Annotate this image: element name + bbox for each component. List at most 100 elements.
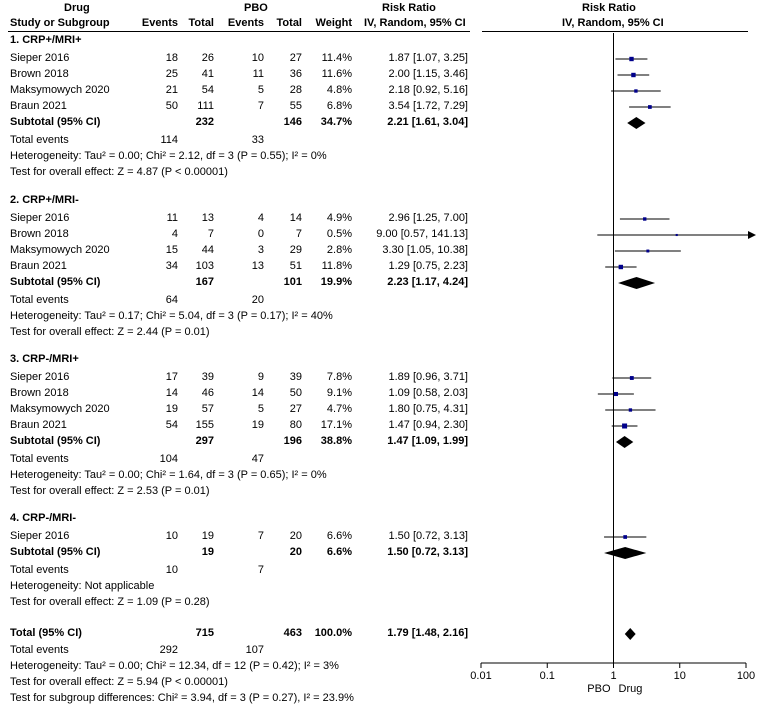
weight-cell: 2.8%	[326, 244, 352, 256]
pbo-events-cell: 4	[257, 212, 264, 224]
risk-ratio-cell: 1.09 [0.58, 2.03]	[388, 387, 468, 399]
drug-header: Drug	[64, 2, 90, 14]
subtotal-pbo-total: 101	[283, 276, 302, 288]
effect-marker	[622, 423, 628, 429]
risk-ratio-header: Risk Ratio	[382, 2, 436, 14]
pbo-total-cell: 20	[289, 530, 302, 542]
risk-ratio-cell: 1.47 [0.94, 2.30]	[388, 419, 468, 431]
effect-marker	[628, 408, 633, 412]
plot-subtitle: IV, Random, 95% CI	[562, 17, 664, 29]
drug-events-cell: 14	[165, 387, 178, 399]
pbo-events-cell: 3	[257, 244, 264, 256]
drug-events-header: Events	[141, 17, 178, 29]
plot-title: Risk Ratio	[582, 2, 636, 14]
pbo-total-header: Total	[276, 17, 302, 29]
overall-effect-text: Test for overall effect: Z = 2.53 (P = 0…	[10, 485, 210, 497]
subtotal-risk-ratio: 2.21 [1.61, 3.04]	[387, 116, 468, 128]
ci-arrow	[748, 231, 756, 239]
pbo-events-cell: 0	[257, 228, 264, 240]
drug-events-cell: 50	[165, 100, 178, 112]
risk-ratio-cell: 2.96 [1.25, 7.00]	[388, 212, 468, 224]
drug-total-cell: 19	[201, 530, 214, 542]
effect-marker	[634, 89, 638, 93]
pbo-total-cell: 14	[289, 212, 302, 224]
effect-marker	[646, 249, 650, 253]
risk-ratio-cell: 9.00 [0.57, 141.13]	[376, 228, 468, 240]
subtotal-drug-total: 167	[195, 276, 214, 288]
subtotal-diamond	[627, 117, 646, 129]
subtotal-weight: 34.7%	[320, 116, 352, 128]
x-tick-label: 0.1	[540, 670, 555, 682]
effect-marker	[643, 217, 647, 221]
drug-events-cell: 17	[165, 371, 178, 383]
weight-cell: 11.8%	[321, 260, 352, 272]
pbo-events-header: Events	[227, 17, 264, 29]
weight-cell: 11.6%	[321, 68, 352, 80]
subgroup-title: 4. CRP-/MRI-	[10, 512, 76, 524]
subtotal-pbo-total: 20	[289, 546, 302, 558]
risk-ratio-cell: 1.89 [0.96, 3.71]	[388, 371, 468, 383]
risk-ratio-cell: 1.29 [0.75, 2.23]	[388, 260, 468, 272]
subtotal-diamond	[618, 277, 656, 289]
x-label-right: Drug	[619, 683, 643, 695]
x-tick-label: 100	[737, 670, 755, 682]
drug-total-cell: 26	[201, 52, 214, 64]
heterogeneity-text: Heterogeneity: Tau² = 0.17; Chi² = 5.04,…	[10, 310, 333, 322]
drug-total-header: Total	[188, 17, 214, 29]
pbo-events-cell: 7	[257, 100, 264, 112]
drug-total-cell: 41	[201, 68, 214, 80]
x-tick-label: 10	[674, 670, 686, 682]
x-label-left: PBO	[587, 683, 611, 695]
drug-events-cell: 25	[165, 68, 178, 80]
drug-total-cell: 44	[201, 244, 214, 256]
subgroup-title: 1. CRP+/MRI+	[10, 34, 82, 46]
risk-ratio-cell: 1.87 [1.07, 3.25]	[388, 52, 468, 64]
total-events-label: Total events	[10, 453, 69, 465]
drug-total-cell: 46	[201, 387, 214, 399]
pbo-events-cell: 9	[257, 371, 264, 383]
subtotal-pbo-total: 146	[283, 116, 302, 128]
effect-marker	[623, 535, 628, 539]
subtotal-weight: 19.9%	[320, 276, 352, 288]
weight-cell: 4.7%	[326, 403, 352, 415]
risk-ratio-cell: 2.18 [0.92, 5.16]	[388, 84, 468, 96]
weight-cell: 6.6%	[326, 530, 352, 542]
study-name: Maksymowych 2020	[10, 244, 110, 256]
total-events-drug: 10	[165, 564, 178, 576]
drug-total-cell: 7	[207, 228, 214, 240]
overall-effect-text: Test for overall effect: Z = 4.87 (P < 0…	[10, 166, 228, 178]
weight-header: Weight	[315, 17, 352, 29]
weight-cell: 11.4%	[321, 52, 352, 64]
drug-events-cell: 11	[166, 212, 178, 224]
pbo-total-cell: 27	[289, 52, 302, 64]
effect-marker	[613, 391, 619, 397]
pbo-events-cell: 13	[251, 260, 264, 272]
total-events-pbo: 47	[251, 453, 264, 465]
heterogeneity-text: Heterogeneity: Not applicable	[10, 580, 155, 592]
pbo-header: PBO	[244, 2, 268, 14]
effect-marker	[648, 105, 652, 109]
pbo-total-cell: 7	[295, 228, 302, 240]
drug-events-cell: 4	[171, 228, 178, 240]
total-heterogeneity-text: Heterogeneity: Tau² = 0.00; Chi² = 12.34…	[10, 660, 339, 672]
weight-cell: 4.8%	[326, 84, 352, 96]
subtotal-weight: 38.8%	[320, 435, 352, 447]
total-risk-ratio: 1.79 [1.48, 2.16]	[387, 627, 468, 639]
effect-marker	[618, 264, 624, 270]
header-rule-right	[482, 31, 748, 32]
drug-events-cell: 10	[165, 530, 178, 542]
total-pbo-total: 463	[283, 627, 302, 639]
subtotal-diamond	[604, 547, 647, 559]
drug-total-cell: 103	[195, 260, 214, 272]
drug-events-cell: 34	[165, 260, 178, 272]
subtotal-label: Subtotal (95% CI)	[10, 116, 101, 128]
weight-cell: 6.8%	[326, 100, 352, 112]
pbo-total-cell: 39	[289, 371, 302, 383]
subtotal-pbo-total: 196	[283, 435, 302, 447]
drug-total-cell: 111	[197, 100, 214, 112]
study-name: Braun 2021	[10, 419, 67, 431]
subtotal-label: Subtotal (95% CI)	[10, 546, 101, 558]
pbo-total-cell: 27	[289, 403, 302, 415]
total-events-label: Total events	[10, 294, 69, 306]
